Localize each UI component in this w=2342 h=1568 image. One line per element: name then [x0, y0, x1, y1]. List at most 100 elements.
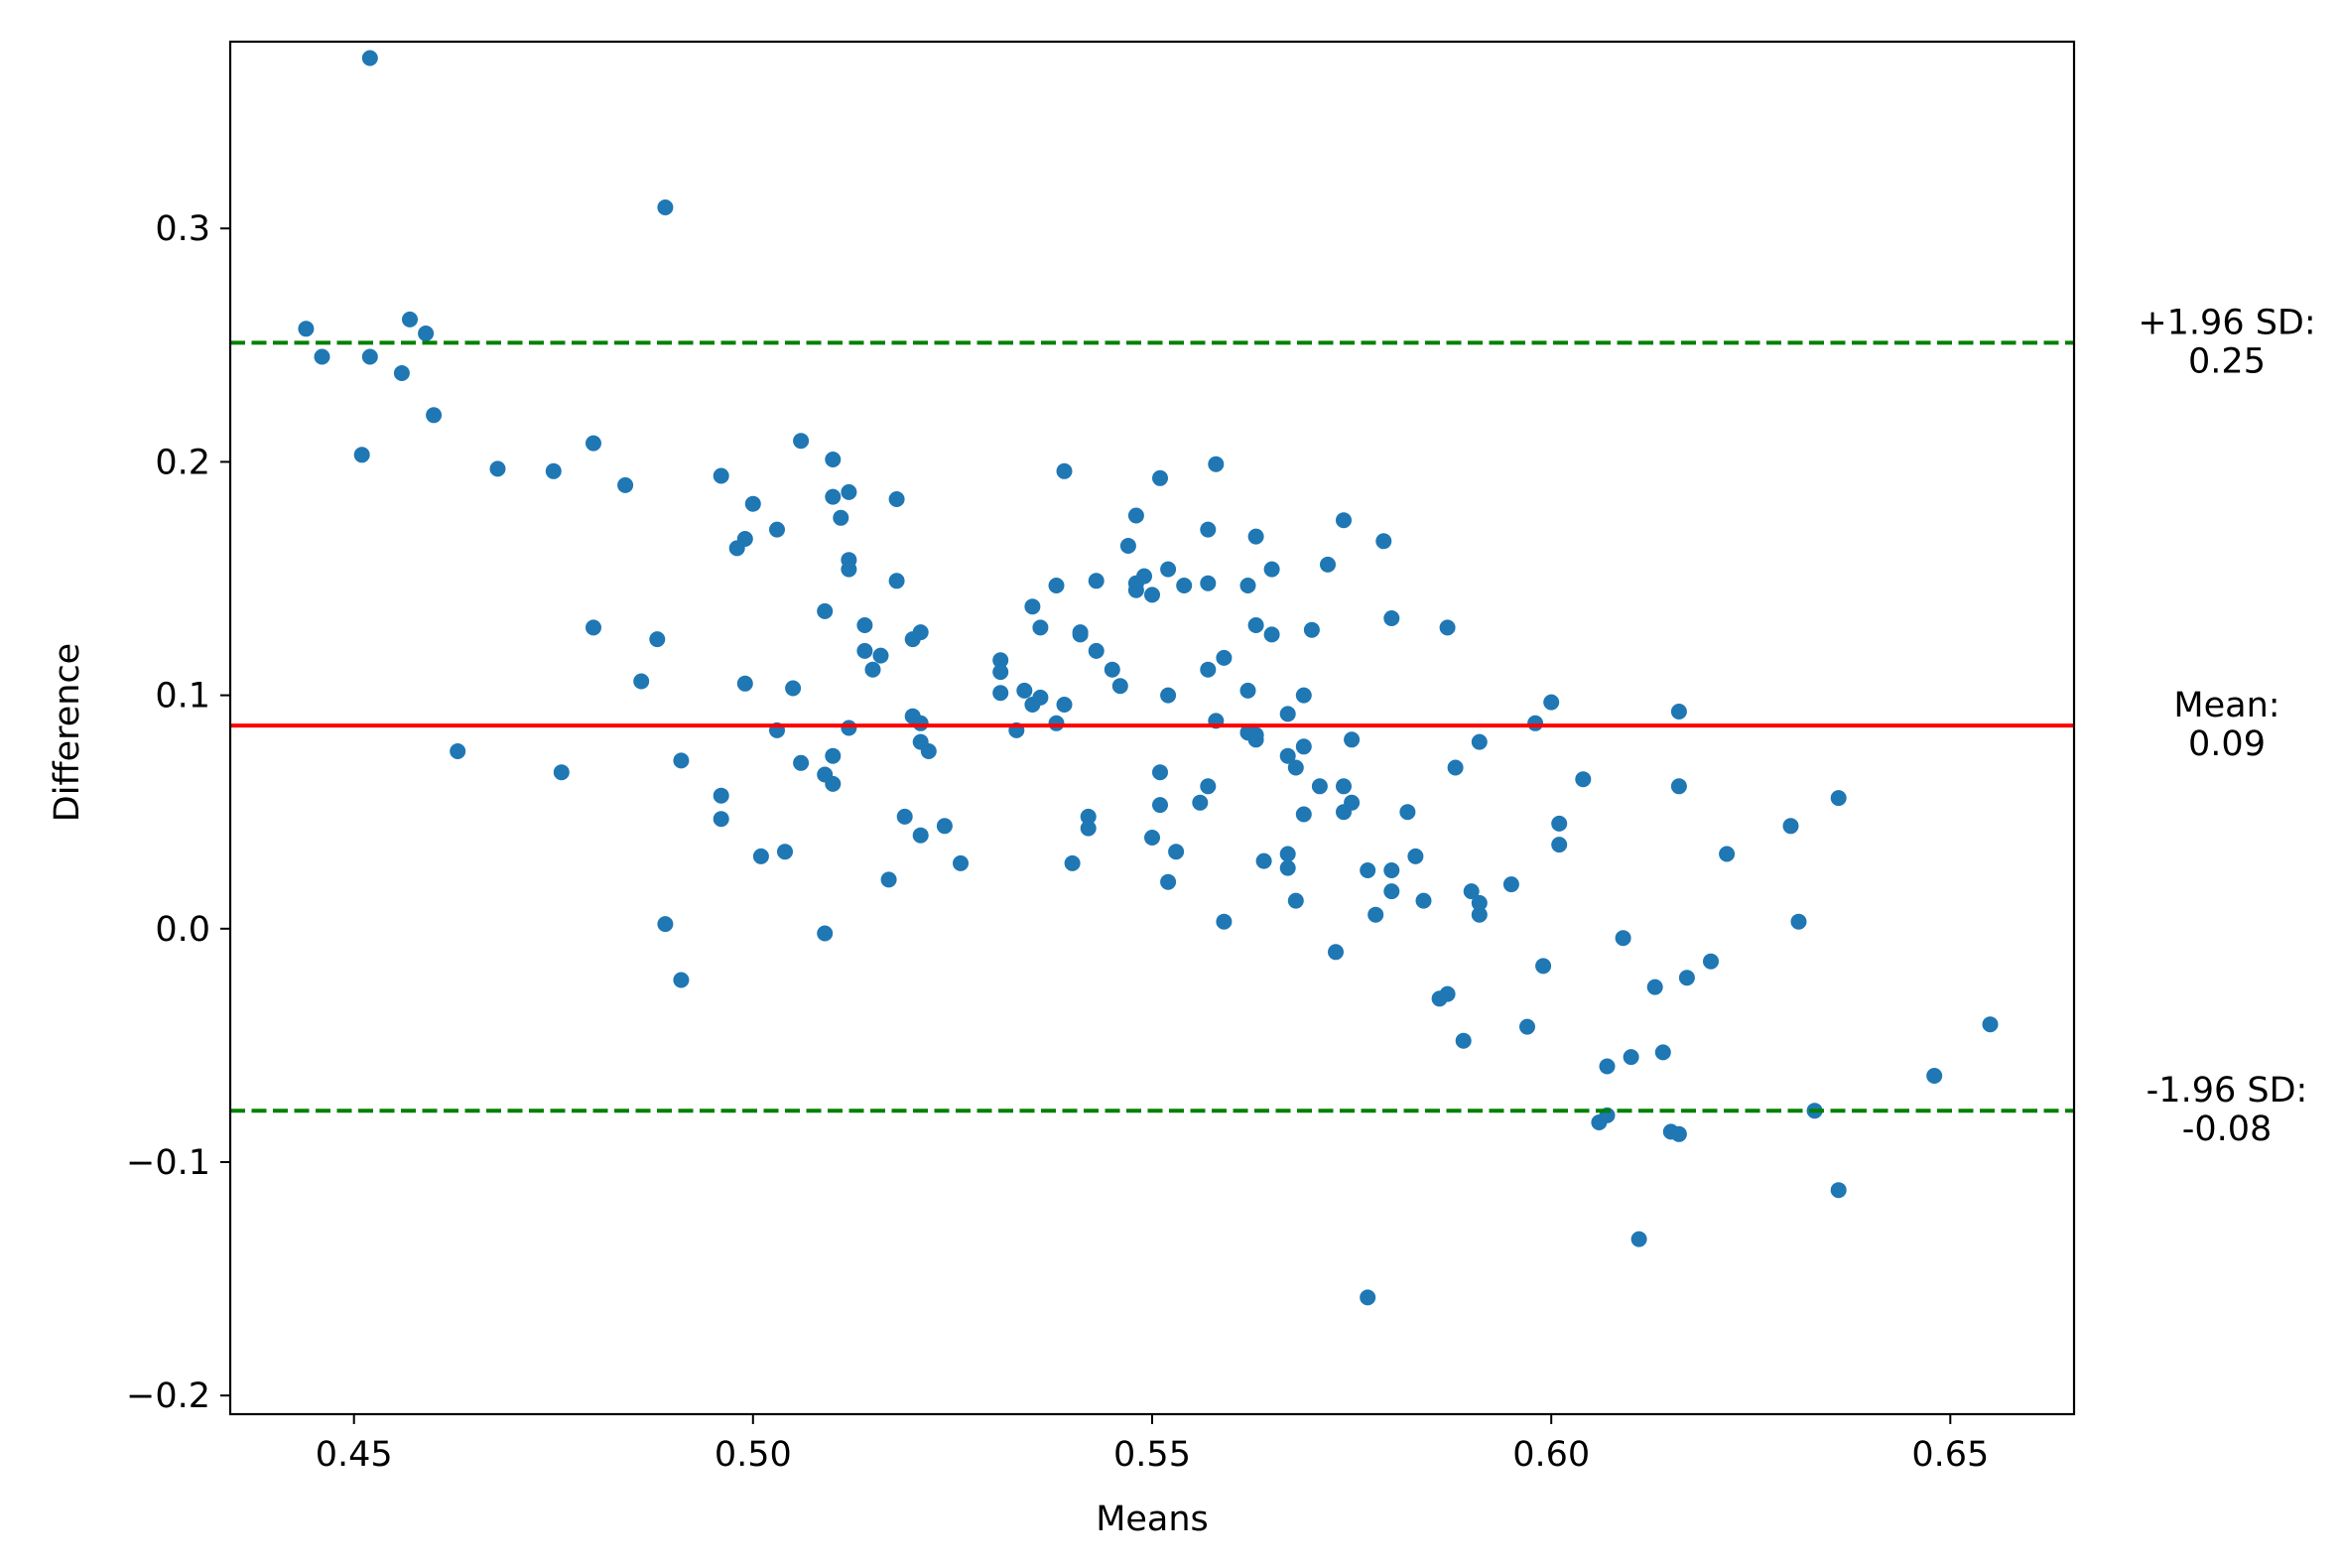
data-point: [833, 509, 849, 526]
data-point: [1439, 619, 1456, 636]
data-point: [1303, 621, 1320, 638]
data-point: [713, 787, 729, 804]
data-point: [1535, 958, 1552, 975]
data-point: [1295, 687, 1312, 704]
data-point: [545, 462, 562, 479]
data-point: [426, 407, 443, 424]
data-point: [1279, 859, 1296, 876]
data-point: [489, 460, 506, 477]
y-tick-label: 0.0: [155, 910, 210, 950]
data-point: [744, 495, 761, 512]
upper-limit-label-title: +1.96 SD:: [2138, 303, 2315, 342]
data-point: [1104, 661, 1120, 678]
y-tick-label: −0.2: [126, 1376, 210, 1416]
data-point: [673, 752, 690, 769]
data-point: [752, 848, 769, 864]
data-point: [936, 818, 953, 835]
data-point: [1623, 1049, 1639, 1066]
data-point: [1255, 852, 1272, 869]
data-point: [1239, 682, 1256, 699]
data-point: [1160, 873, 1177, 890]
data-point: [1367, 906, 1384, 923]
data-point: [1119, 538, 1136, 554]
data-point: [785, 680, 802, 697]
data-point: [673, 972, 690, 988]
data-point: [992, 664, 1009, 681]
data-point: [1152, 469, 1168, 486]
data-point: [1239, 578, 1256, 593]
reference-lines-layer: [230, 340, 2074, 1113]
lower-limit-label-value: -0.08: [2182, 1110, 2273, 1149]
data-point: [1295, 806, 1312, 823]
data-point: [1064, 854, 1081, 871]
upper-limit-label-value: 0.25: [2188, 341, 2266, 381]
data-point: [1247, 731, 1264, 748]
data-point: [1502, 876, 1519, 893]
data-point: [1263, 626, 1280, 643]
data-point: [1551, 837, 1568, 853]
x-tick-label: 0.65: [1911, 1435, 1989, 1475]
data-point: [1160, 687, 1177, 704]
data-point: [1599, 1058, 1616, 1075]
data-point: [1279, 706, 1296, 722]
x-axis: 0.45 0.50 0.55 0.60 0.65: [316, 1414, 1989, 1475]
data-point: [586, 435, 601, 452]
data-point: [1782, 818, 1799, 835]
y-tick-label: 0.3: [155, 209, 210, 249]
data-point: [1088, 573, 1105, 589]
data-point: [1144, 587, 1160, 603]
data-point: [1654, 1044, 1671, 1061]
x-axis-label: Means: [1096, 1500, 1209, 1539]
data-point: [1247, 528, 1264, 545]
data-point: [1982, 1016, 1999, 1033]
data-point: [888, 573, 905, 589]
data-point: [1048, 578, 1065, 593]
data-point: [1383, 883, 1400, 900]
data-point: [1016, 682, 1033, 699]
data-point: [657, 916, 674, 933]
data-point: [1360, 1289, 1376, 1306]
data-point: [912, 624, 929, 641]
data-point: [1200, 778, 1217, 795]
data-point: [1263, 561, 1280, 578]
data-point: [586, 619, 601, 636]
data-point: [1200, 521, 1217, 538]
data-point: [1247, 617, 1264, 633]
data-point: [1192, 794, 1209, 811]
mean-label-value: 0.09: [2188, 724, 2266, 764]
data-point: [713, 467, 729, 484]
data-point: [1144, 830, 1160, 846]
data-point: [1383, 862, 1400, 878]
data-point: [1072, 624, 1089, 641]
data-point: [1719, 846, 1736, 862]
data-point: [896, 808, 913, 825]
data-point: [1703, 953, 1719, 970]
data-point: [825, 747, 842, 764]
data-point: [1056, 697, 1073, 713]
data-point: [1375, 533, 1392, 550]
data-point: [1399, 804, 1416, 821]
data-point: [1080, 820, 1097, 837]
data-point: [817, 925, 834, 942]
data-point: [418, 326, 435, 341]
x-tick-label: 0.55: [1113, 1435, 1191, 1475]
data-point: [912, 715, 929, 731]
data-point: [1551, 815, 1568, 832]
data-point: [1630, 1231, 1647, 1247]
data-point: [298, 321, 315, 337]
data-point: [825, 452, 842, 467]
data-point: [1471, 894, 1488, 911]
data-point: [1455, 1032, 1472, 1049]
data-point: [793, 754, 810, 771]
data-point: [1048, 715, 1065, 731]
data-point: [1168, 844, 1185, 860]
data-point: [314, 348, 330, 365]
x-tick-label: 0.60: [1512, 1435, 1590, 1475]
data-point: [1176, 578, 1193, 593]
data-point: [825, 488, 842, 505]
data-point: [1152, 797, 1168, 814]
data-point: [880, 871, 897, 888]
y-axis: −0.2 −0.1 0.0 0.1 0.2 0.3: [126, 209, 230, 1416]
data-point: [1208, 456, 1225, 472]
